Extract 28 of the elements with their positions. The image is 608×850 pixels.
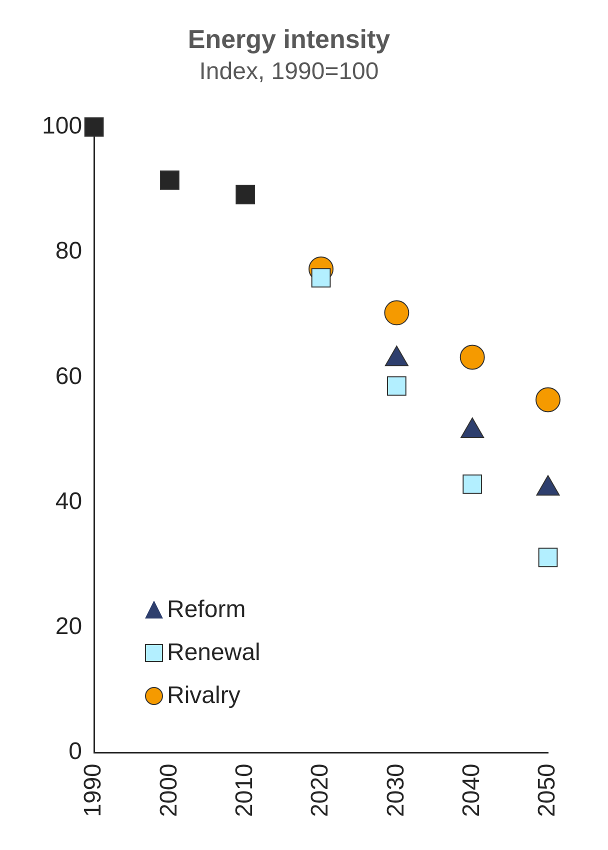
y-tick-label: 20: [55, 613, 82, 640]
point: [462, 474, 482, 494]
point: [160, 170, 180, 190]
legend-label: Renewal: [167, 638, 260, 668]
y-tick-label: 0: [68, 738, 82, 766]
point: [384, 300, 410, 326]
x-tick-label: 2010: [230, 764, 258, 817]
y-tick-label: 40: [55, 488, 82, 515]
point: [460, 344, 485, 370]
y-tick-label: 100: [42, 112, 82, 140]
x-tick-label: 1990: [80, 764, 107, 817]
legend-label: Rivalry: [167, 681, 240, 711]
x-tick-label: 2040: [458, 764, 485, 817]
x-tick-label: 2030: [382, 764, 410, 817]
x-tick-label: 2000: [155, 764, 182, 817]
y-tick-label: 60: [55, 362, 82, 390]
point: [536, 387, 560, 412]
point: [311, 268, 331, 288]
chart-title: Energy intensity: [188, 24, 391, 54]
point: [236, 184, 256, 204]
y-tick-label: 80: [55, 238, 82, 265]
legend-label: Reform: [167, 595, 246, 625]
x-tick-label: 2020: [306, 764, 334, 817]
x-tick-label: 2050: [534, 764, 561, 817]
chart-subtitle: Index, 1990=100: [199, 58, 379, 86]
point: [538, 548, 558, 568]
point: [386, 376, 406, 396]
point: [84, 117, 104, 137]
